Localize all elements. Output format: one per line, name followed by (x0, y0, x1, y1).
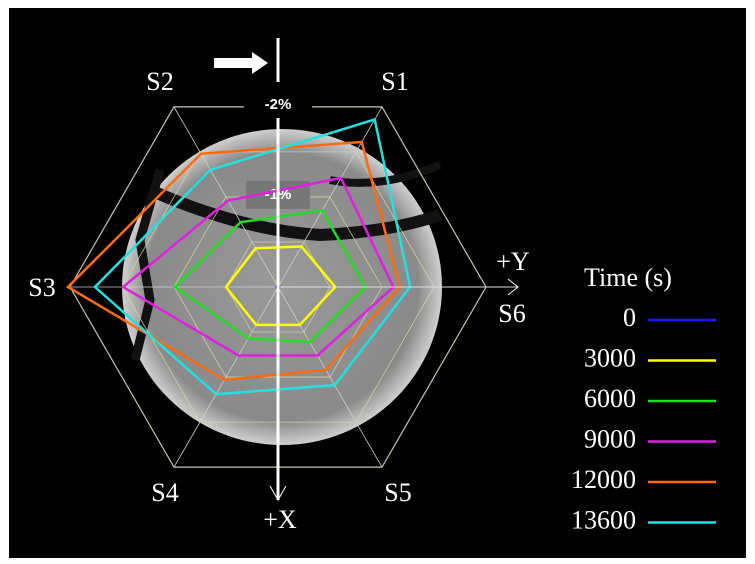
axis-category-label: S2 (146, 67, 173, 96)
legend-label: 9000 (584, 424, 636, 453)
legend-label: 6000 (584, 384, 636, 413)
chart: -1%-2%S1S2S3S4S5S6 +Y +X Time (s) 030006… (0, 0, 755, 564)
legend-label: 12000 (571, 465, 636, 494)
legend-title: Time (s) (584, 263, 672, 292)
r-tick-label: -2% (265, 96, 292, 113)
axis-category-label: S3 (28, 273, 55, 302)
legend-label: 13600 (571, 505, 636, 534)
legend-label: 0 (623, 303, 636, 332)
legend-label: 3000 (584, 343, 636, 372)
axis-category-label: S6 (498, 299, 525, 328)
axis-category-label: S1 (381, 67, 408, 96)
y-axis-label: +Y (496, 247, 530, 276)
axis-category-label: S4 (151, 478, 178, 507)
axis-category-label: S5 (384, 478, 411, 507)
x-axis-label: +X (263, 505, 297, 534)
